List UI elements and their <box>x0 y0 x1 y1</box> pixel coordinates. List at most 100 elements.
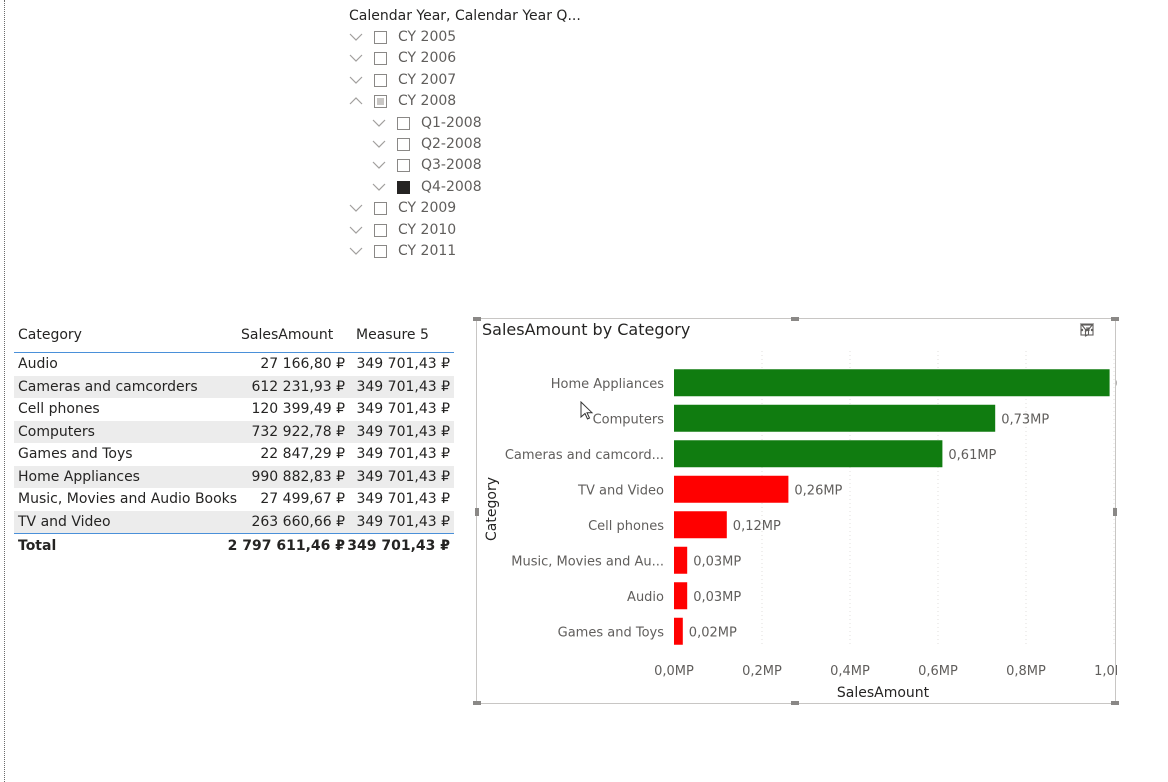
slicer-checkbox[interactable] <box>374 52 387 66</box>
slicer-title: Calendar Year, Calendar Year Q... <box>349 8 581 24</box>
slicer-checkbox[interactable] <box>374 95 387 109</box>
slicer-item[interactable]: Q3-2008 <box>349 156 609 177</box>
category-label: Computers <box>593 412 665 427</box>
data-label: 0,99МР <box>1116 377 1117 392</box>
table-row[interactable]: Cell phones 120 399,49 ₽ 349 701,43 ₽ <box>14 398 454 421</box>
bar[interactable] <box>674 582 688 610</box>
table-row[interactable]: Music, Movies and Audio Books 27 499,67 ₽… <box>14 488 454 511</box>
category-label: TV and Video <box>577 483 664 498</box>
chevron-down-icon[interactable] <box>372 180 386 194</box>
chevron-down-icon[interactable] <box>349 73 363 87</box>
slicer-item[interactable]: CY 2008 <box>349 92 609 113</box>
data-label: 0,02МР <box>689 625 737 640</box>
bar[interactable] <box>674 369 1110 397</box>
slicer-checkbox[interactable] <box>374 73 387 87</box>
slicer-item[interactable]: Q1-2008 <box>349 114 609 135</box>
category-label: Cameras and camcord... <box>505 448 664 463</box>
column-header-salesamount[interactable]: SalesAmount <box>241 327 334 343</box>
chart-title: SalesAmount by Category <box>482 320 691 339</box>
x-tick-label: 0,6МР <box>918 664 958 679</box>
slicer-checkbox[interactable] <box>374 31 387 44</box>
resize-handle-right[interactable] <box>1113 508 1117 516</box>
slicer-checkbox[interactable] <box>397 180 410 194</box>
resize-handle-top[interactable] <box>791 317 799 321</box>
slicer-item-label: CY 2006 <box>398 50 457 67</box>
cell-salesamount: 22 847,29 ₽ <box>260 446 345 462</box>
cell-salesamount: 612 231,93 ₽ <box>251 378 345 395</box>
slicer-checkbox[interactable] <box>374 202 387 216</box>
resize-handle-bottom[interactable] <box>791 701 799 705</box>
sales-table[interactable]: Category SalesAmount Measure 5 Audio 27 1… <box>14 322 454 558</box>
slicer-item[interactable]: CY 2006 <box>349 49 609 70</box>
chevron-down-icon[interactable] <box>372 158 386 172</box>
slicer-checkbox[interactable] <box>374 223 387 237</box>
bar[interactable] <box>674 546 688 574</box>
bar[interactable] <box>674 617 683 645</box>
chevron-down-icon[interactable] <box>349 244 363 258</box>
slicer-item-label: Q2-2008 <box>421 135 482 152</box>
slicer-item[interactable]: CY 2011 <box>349 242 609 263</box>
slicer-item[interactable]: CY 2009 <box>349 199 609 220</box>
mouse-cursor-icon <box>580 400 594 425</box>
bar[interactable] <box>674 475 789 503</box>
salesamount-by-category-chart[interactable]: SalesAmount by Category Home Appliances 0… <box>473 317 1119 705</box>
chevron-down-icon[interactable] <box>372 116 386 130</box>
data-label: 0,73МР <box>1001 412 1049 427</box>
slicer-checkbox[interactable] <box>374 244 387 258</box>
resize-handle-bottom-right[interactable] <box>1111 701 1119 705</box>
chevron-up-icon[interactable] <box>349 94 363 108</box>
resize-handle-left[interactable] <box>475 508 479 516</box>
column-header-measure-5[interactable]: Measure 5 <box>356 327 429 343</box>
table-row[interactable]: Audio 27 166,80 ₽ 349 701,43 ₽ <box>14 353 454 376</box>
slicer-item[interactable]: CY 2005 <box>349 28 609 49</box>
cell-measure-5: 349 701,43 ₽ <box>356 513 450 530</box>
visual-header-icons <box>1079 322 1107 342</box>
cell-category: TV and Video <box>18 513 111 530</box>
x-tick-label: 0,0МР <box>654 664 694 679</box>
data-label: 0,12МР <box>733 519 781 534</box>
total-salesamount: 2 797 611,46 ₽ <box>227 538 345 554</box>
table-row[interactable]: TV and Video 263 660,66 ₽ 349 701,43 ₽ <box>14 510 454 533</box>
category-label: Cell phones <box>588 519 664 534</box>
slicer-item[interactable]: Q2-2008 <box>349 135 609 156</box>
cell-measure-5: 349 701,43 ₽ <box>356 446 450 462</box>
table-header: Category SalesAmount Measure 5 <box>14 322 454 353</box>
bar[interactable] <box>674 440 943 468</box>
chevron-down-icon[interactable] <box>349 223 363 237</box>
slicer-item-label: Q1-2008 <box>421 114 482 131</box>
table-row[interactable]: Games and Toys 22 847,29 ₽ 349 701,43 ₽ <box>14 443 454 466</box>
chevron-down-icon[interactable] <box>349 51 363 65</box>
table-row[interactable]: Cameras and camcorders 612 231,93 ₽ 349 70… <box>14 375 454 398</box>
slicer-checkbox[interactable] <box>397 137 410 151</box>
chevron-down-icon[interactable] <box>349 30 363 44</box>
slicer-item[interactable]: CY 2010 <box>349 221 609 242</box>
slicer-checkbox[interactable] <box>397 159 410 173</box>
chevron-down-icon[interactable] <box>349 201 363 215</box>
slicer-item[interactable]: CY 2007 <box>349 71 609 92</box>
resize-handle-top-right[interactable] <box>1111 317 1119 321</box>
cell-category: Computers <box>18 423 95 440</box>
x-tick-label: 1,0МР <box>1094 664 1117 679</box>
resize-handle-top-left[interactable] <box>473 317 481 321</box>
cell-category: Audio <box>18 356 58 372</box>
table-row[interactable]: Home Appliances 990 882,83 ₽ 349 701,43 ₽ <box>14 465 454 488</box>
chevron-down-icon[interactable] <box>372 137 386 151</box>
bar-chart-svg: Home Appliances 0,99МР Computers 0,73МР Came… <box>484 351 1117 701</box>
resize-handle-bottom-left[interactable] <box>473 701 481 705</box>
cell-measure-5: 349 701,43 ₽ <box>356 378 450 395</box>
data-label: 0,61МР <box>948 448 996 463</box>
bar[interactable] <box>674 404 996 432</box>
table-row[interactable]: Computers 732 922,78 ₽ 349 701,43 ₽ <box>14 420 454 443</box>
table-body: Audio 27 166,80 ₽349 701,43 ₽ Cameras and … <box>14 353 454 533</box>
bar[interactable] <box>674 511 727 539</box>
total-measure-5: 349 701,43 ₽ <box>347 538 450 554</box>
cell-measure-5: 349 701,43 ₽ <box>356 468 450 485</box>
calendar-year-slicer[interactable]: Calendar Year, Calendar Year Q... CY 200… <box>349 6 609 263</box>
slicer-item-label: CY 2010 <box>398 221 457 238</box>
column-header-category[interactable]: Category <box>18 327 82 343</box>
slicer-checkbox[interactable] <box>397 116 410 130</box>
slicer-item[interactable]: Q4-2008 <box>349 178 609 199</box>
cell-category: Music, Movies and Audio Books <box>18 491 238 507</box>
slicer-item-label: Q3-2008 <box>421 157 482 174</box>
table-total-row: Total 2 797 611,46 ₽ 349 701,43 ₽ <box>14 533 454 558</box>
